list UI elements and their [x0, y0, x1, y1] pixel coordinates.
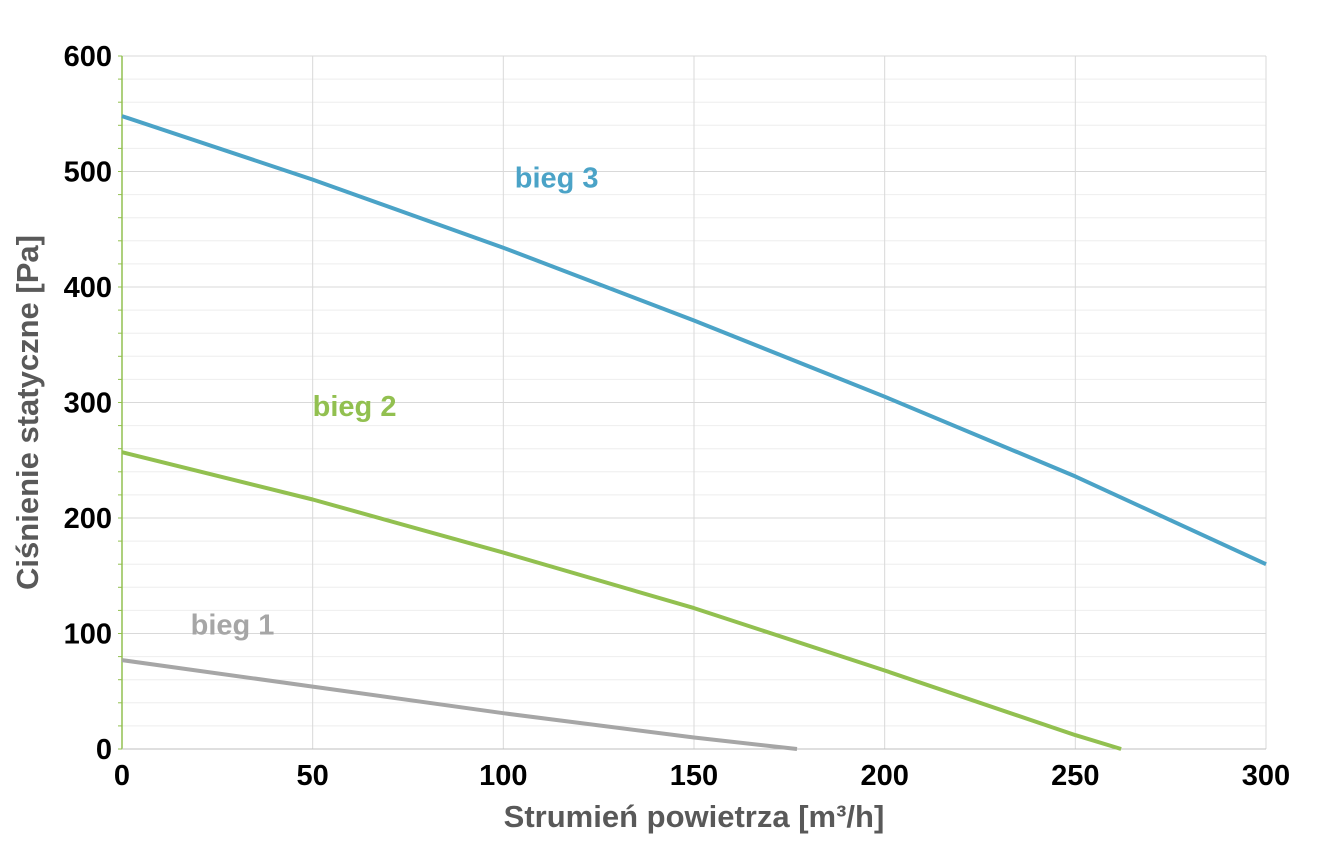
series-label-2: bieg 2	[313, 391, 397, 423]
tick-labels: 0 100 200 300 400 500 600 0 50 100 150 200 250 300	[64, 41, 1291, 792]
series-label-1: bieg 1	[191, 609, 275, 641]
y-tick-label: 0	[96, 734, 112, 766]
grid	[122, 55, 1267, 750]
series-lines	[121, 114, 1267, 751]
y-tick-label: 300	[64, 388, 112, 420]
series-line-1	[121, 658, 798, 751]
x-tick-label: 50	[297, 760, 329, 792]
series-label-3: bieg 3	[515, 162, 599, 194]
series-line-3	[121, 114, 1267, 567]
axes	[118, 55, 1266, 750]
x-tick-label: 250	[1051, 760, 1099, 792]
x-tick-label: 0	[114, 760, 130, 792]
x-tick-label: 100	[479, 760, 527, 792]
y-tick-label: 600	[64, 41, 112, 73]
x-axis-title: Strumień powietrza [m³/h]	[504, 799, 885, 834]
x-tick-label: 150	[670, 760, 718, 792]
series-labels: bieg 1 bieg 2 bieg 3	[191, 162, 599, 641]
y-tick-label: 200	[64, 503, 112, 535]
y-tick-label: 400	[64, 272, 112, 304]
y-tick-label: 100	[64, 619, 112, 651]
x-tick-label: 200	[860, 760, 908, 792]
x-tick-label: 300	[1242, 760, 1290, 792]
series-line-2	[121, 450, 1122, 751]
y-axis-title: Ciśnienie statyczne [Pa]	[10, 235, 45, 590]
y-tick-label: 500	[64, 157, 112, 189]
